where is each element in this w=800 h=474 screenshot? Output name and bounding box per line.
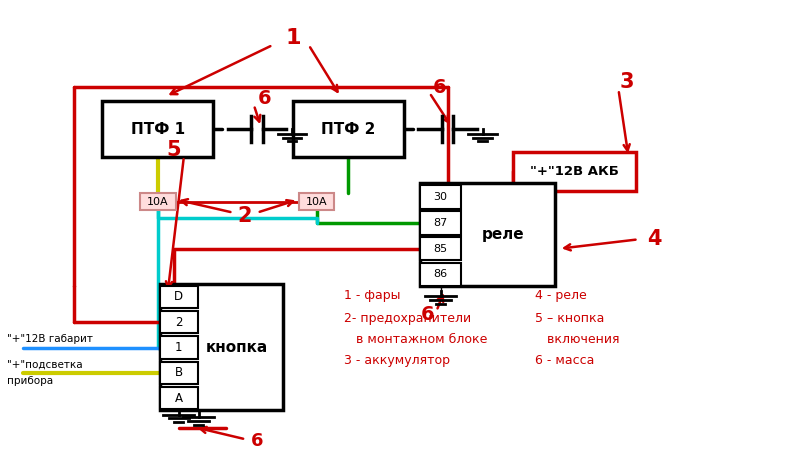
Text: "+"12В АКБ: "+"12В АКБ <box>530 165 619 178</box>
Text: 5 – кнопка: 5 – кнопка <box>535 312 605 325</box>
Text: 2: 2 <box>175 316 182 329</box>
Bar <box>514 152 636 191</box>
Text: 3: 3 <box>619 73 634 92</box>
Text: 30: 30 <box>434 192 447 202</box>
Bar <box>420 211 461 235</box>
Bar <box>420 183 555 286</box>
Text: 85: 85 <box>434 244 447 254</box>
Text: 6: 6 <box>433 78 446 97</box>
Text: 4 - реле: 4 - реле <box>535 289 587 301</box>
Bar <box>160 337 198 359</box>
Text: 1: 1 <box>285 28 301 48</box>
Text: 4: 4 <box>647 229 662 249</box>
Bar <box>293 101 404 157</box>
Text: в монтажном блоке: в монтажном блоке <box>344 333 488 346</box>
Bar <box>420 185 461 209</box>
Text: 10А: 10А <box>306 197 327 207</box>
Text: 2: 2 <box>238 206 252 226</box>
Text: 86: 86 <box>434 270 447 280</box>
Text: ПТФ 2: ПТФ 2 <box>321 122 375 137</box>
Text: 3 - аккумулятор: 3 - аккумулятор <box>344 354 450 367</box>
Text: 6 - масса: 6 - масса <box>535 354 594 367</box>
Text: A: A <box>174 392 182 405</box>
Text: кнопка: кнопка <box>206 339 268 355</box>
Text: 1: 1 <box>175 341 182 354</box>
Text: включения: включения <box>535 333 619 346</box>
Text: D: D <box>174 291 183 303</box>
Bar <box>160 286 198 308</box>
Text: "+"12В габарит: "+"12В габарит <box>6 334 93 344</box>
Text: прибора: прибора <box>6 376 53 386</box>
Bar <box>160 362 198 384</box>
Text: 2- предохранители: 2- предохранители <box>344 312 471 325</box>
Text: реле: реле <box>482 227 525 242</box>
Bar <box>140 193 175 210</box>
Bar <box>420 263 461 286</box>
Bar <box>420 237 461 260</box>
Text: B: B <box>174 366 183 379</box>
Bar <box>160 284 283 410</box>
Text: 10А: 10А <box>147 197 169 207</box>
Bar <box>160 311 198 334</box>
Bar <box>298 193 334 210</box>
Text: 6: 6 <box>250 432 263 450</box>
Bar <box>102 101 214 157</box>
Text: 5: 5 <box>166 140 181 160</box>
Text: ПТФ 1: ПТФ 1 <box>130 122 185 137</box>
Text: 6: 6 <box>421 305 434 324</box>
Text: 1 - фары: 1 - фары <box>344 289 401 301</box>
Text: 6: 6 <box>258 89 272 108</box>
Text: "+"подсветка: "+"подсветка <box>6 359 82 369</box>
Bar <box>160 387 198 410</box>
Text: 87: 87 <box>434 218 448 228</box>
